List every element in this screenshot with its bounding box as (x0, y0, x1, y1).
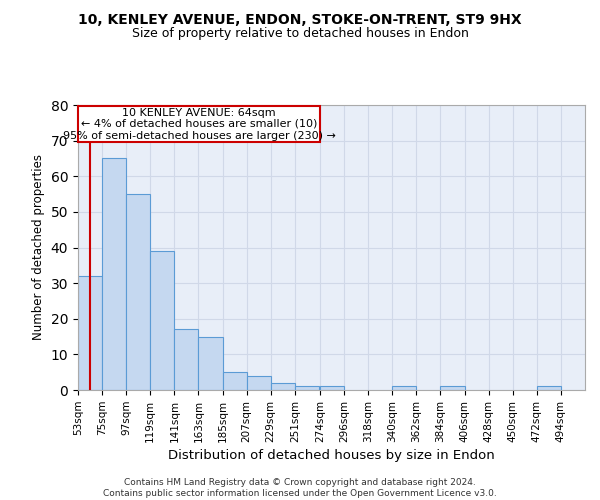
Text: Contains HM Land Registry data © Crown copyright and database right 2024.
Contai: Contains HM Land Registry data © Crown c… (103, 478, 497, 498)
Text: 95% of semi-detached houses are larger (230) →: 95% of semi-detached houses are larger (… (62, 132, 335, 141)
Bar (295, 386, 319, 390)
Bar (150, 251, 175, 390)
X-axis label: Distribution of detached houses by size in Endon: Distribution of detached houses by size … (168, 449, 495, 462)
Bar (78, 276, 102, 390)
Bar (392, 386, 416, 390)
Text: ← 4% of detached houses are smaller (10): ← 4% of detached houses are smaller (10) (81, 118, 317, 128)
Y-axis label: Number of detached properties: Number of detached properties (32, 154, 45, 340)
Bar (440, 386, 464, 390)
Bar (537, 386, 561, 390)
Bar (320, 386, 344, 390)
FancyBboxPatch shape (78, 106, 320, 142)
Bar (102, 158, 126, 390)
Bar (223, 372, 247, 390)
Text: 10 KENLEY AVENUE: 64sqm: 10 KENLEY AVENUE: 64sqm (122, 108, 276, 118)
Bar (199, 336, 223, 390)
Bar (247, 376, 271, 390)
Text: 10, KENLEY AVENUE, ENDON, STOKE-ON-TRENT, ST9 9HX: 10, KENLEY AVENUE, ENDON, STOKE-ON-TRENT… (78, 12, 522, 26)
Bar (175, 330, 199, 390)
Text: Size of property relative to detached houses in Endon: Size of property relative to detached ho… (131, 28, 469, 40)
Bar (271, 383, 295, 390)
Bar (126, 194, 150, 390)
